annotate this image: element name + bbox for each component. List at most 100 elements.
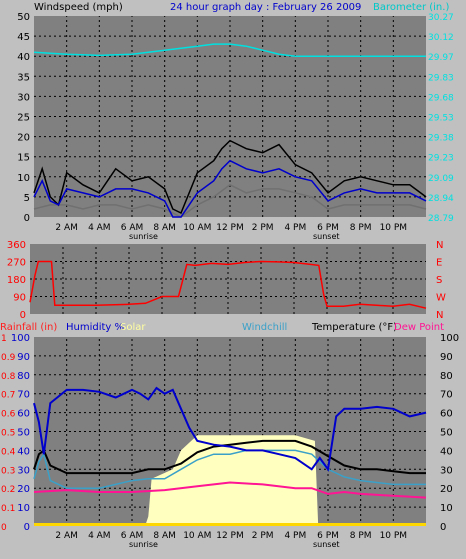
humidity-tick-label: 70 — [17, 390, 30, 401]
humidity-tick-label: 100 — [11, 333, 30, 344]
rainfall-bar — [34, 523, 426, 526]
x-tick-label: 10 PM — [380, 531, 408, 541]
x-tick-label: 8 PM — [350, 223, 372, 233]
rainfall-tick-label: 0.3 — [1, 466, 15, 476]
windspeed-tick-label: 10 — [17, 173, 30, 184]
humidity-tick-label: 40 — [17, 446, 30, 457]
temperature-tick-label: 40 — [440, 446, 453, 457]
x-tick-label: 12 PM — [216, 223, 244, 233]
x-tick-label: 4 AM — [88, 223, 111, 233]
compass-tick-label: W — [436, 293, 446, 304]
rainfall-tick-label: 1 — [1, 334, 7, 344]
x-tick-label: 10 AM — [183, 223, 211, 233]
x-tick-label: 6 AM — [121, 531, 144, 541]
temperature-tick-label: 60 — [440, 409, 453, 420]
barometer-tick-label: 29.97 — [428, 53, 454, 63]
barometer-line — [33, 43, 426, 57]
sunset-label-2: sunset — [313, 540, 340, 549]
windspeed-tick-label: 50 — [17, 12, 30, 23]
temperature-tick-label: 70 — [440, 390, 453, 401]
humidity-tick-label: 20 — [17, 484, 30, 495]
temperature-tick-label: 100 — [440, 333, 459, 344]
sunrise-label-2: sunrise — [129, 540, 158, 549]
direction-tick-label: 360 — [7, 240, 26, 251]
windchill-line — [33, 449, 426, 489]
humidity-label: Humidity % — [66, 322, 124, 333]
direction-tick-label: 270 — [7, 258, 26, 269]
temperature-tick-label: 90 — [440, 352, 453, 363]
wind-direction-line — [29, 260, 427, 309]
x-tick-label: 12 PM — [216, 531, 244, 541]
solar-area — [34, 435, 426, 526]
barometer-tick-label: 29.38 — [428, 134, 454, 144]
humidity-tick-label: 60 — [17, 409, 30, 420]
humidity-tick-label: 80 — [17, 371, 30, 382]
barometer-tick-label: 29.23 — [428, 154, 454, 164]
windspeed-tick-label: 40 — [17, 52, 30, 63]
windchill-label: Windchill — [242, 322, 287, 333]
rainfall-tick-label: 0.8 — [1, 372, 16, 382]
barometer-tick-label: 29.09 — [428, 174, 454, 184]
humidity-tick-label: 30 — [17, 465, 30, 476]
temp-humidity-panel: Rainfall (in) Humidity % Solar Windchill… — [0, 322, 459, 549]
wind-avg-line — [33, 159, 427, 218]
windspeed-tick-label: 5 — [24, 193, 30, 204]
temperature-tick-label: 0 — [440, 522, 446, 533]
x-tick-label: 4 PM — [284, 531, 306, 541]
x-tick-label: 6 AM — [121, 223, 144, 233]
barometer-tick-label: 29.68 — [428, 93, 454, 103]
windspeed-axis-label: Windspeed (mph) — [34, 2, 123, 13]
windspeed-tick-label: 30 — [17, 92, 30, 103]
barometer-tick-label: 29.53 — [428, 114, 454, 124]
rainfall-tick-label: 0.9 — [1, 353, 16, 363]
x-tick-label: 2 PM — [252, 531, 274, 541]
rainfall-tick-label: 0.2 — [1, 485, 15, 495]
barometer-axis-label: Barometer (in.) — [373, 2, 449, 13]
x-tick-label: 4 AM — [88, 531, 111, 541]
wind-gust-line — [33, 139, 427, 215]
x-tick-label: 8 AM — [153, 531, 176, 541]
graph-title: 24 hour graph day : February 26 2009 — [170, 2, 361, 13]
x-tick-label: 10 AM — [183, 531, 211, 541]
dew-point-label: Dew Point — [394, 322, 444, 333]
compass-tick-label: N — [436, 240, 443, 251]
humidity-line — [33, 386, 427, 472]
x-tick-label: 2 AM — [55, 223, 78, 233]
direction-tick-label: 0 — [20, 310, 26, 321]
rainfall-tick-label: 0.1 — [1, 504, 15, 514]
humidity-tick-label: 50 — [17, 428, 30, 439]
rainfall-tick-label: 0 — [1, 523, 7, 533]
barometer-tick-label: 29.83 — [428, 73, 454, 83]
windspeed-tick-label: 15 — [17, 153, 30, 164]
temperature-tick-label: 10 — [440, 503, 453, 514]
humidity-tick-label: 10 — [17, 503, 30, 514]
x-tick-label: 6 PM — [317, 223, 339, 233]
compass-tick-label: S — [436, 275, 442, 286]
temperature-line — [33, 439, 426, 475]
humidity-tick-label: 90 — [17, 352, 30, 363]
windspeed-tick-label: 45 — [17, 32, 30, 43]
temperature-tick-label: 80 — [440, 371, 453, 382]
x-tick-label: 2 AM — [55, 531, 78, 541]
temperature-label: Temperature (°F) — [311, 322, 397, 333]
x-tick-label: 2 PM — [252, 223, 274, 233]
temperature-tick-label: 50 — [440, 428, 453, 439]
barometer-tick-label: 28.94 — [428, 194, 454, 204]
windspeed-tick-label: 25 — [17, 113, 30, 124]
temperature-tick-label: 20 — [440, 484, 453, 495]
dew-point-line — [33, 481, 427, 499]
wind-baro-panel: Windspeed (mph) 24 hour graph day : Febr… — [17, 2, 454, 241]
rainfall-label: Rainfall (in) — [0, 322, 57, 333]
windspeed-tick-label: 35 — [17, 72, 30, 83]
compass-tick-label: N — [436, 310, 443, 321]
sunrise-label: sunrise — [129, 232, 158, 241]
rainfall-tick-label: 0.5 — [1, 429, 15, 439]
humidity-tick-label: 0 — [24, 522, 30, 533]
temperature-tick-label: 30 — [440, 465, 453, 476]
x-tick-label: 8 PM — [350, 531, 372, 541]
x-tick-label: 8 AM — [153, 223, 176, 233]
direction-tick-label: 90 — [13, 293, 26, 304]
wind-low-line — [33, 183, 427, 218]
